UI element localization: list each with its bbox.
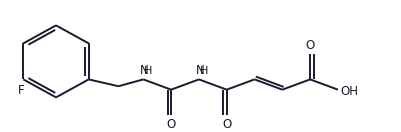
Text: O: O (306, 39, 315, 52)
Text: N: N (140, 64, 149, 77)
Text: F: F (18, 84, 24, 97)
Text: O: O (222, 118, 231, 131)
Text: OH: OH (340, 85, 358, 98)
Text: N: N (196, 64, 205, 77)
Text: H: H (200, 66, 208, 76)
Text: O: O (166, 118, 176, 131)
Text: H: H (144, 66, 153, 76)
